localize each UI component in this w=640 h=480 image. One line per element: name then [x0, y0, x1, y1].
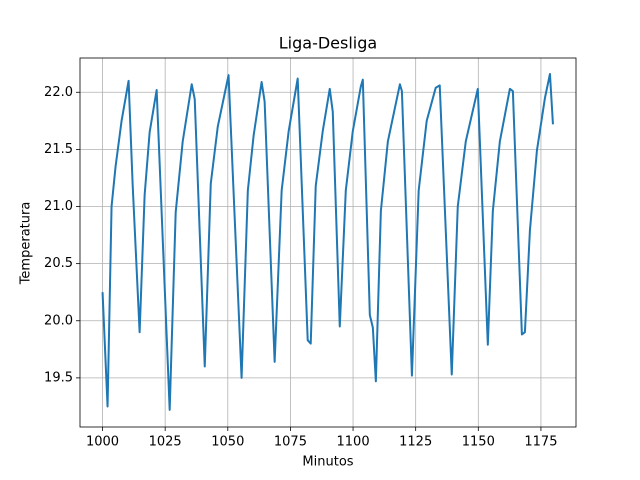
- y-tick-label: 22.0: [44, 85, 73, 100]
- x-tick-label: 1000: [86, 435, 119, 450]
- x-tick-label: 1025: [149, 435, 182, 450]
- x-tick-label: 1075: [274, 435, 307, 450]
- x-tick-label: 1150: [462, 435, 495, 450]
- x-tick-label: 1050: [211, 435, 244, 450]
- y-axis-label: Temperatura: [19, 202, 34, 286]
- plot: [101, 72, 554, 411]
- y-tick-label: 21.0: [44, 199, 73, 214]
- grid: [80, 58, 576, 427]
- axes-frame: [79, 57, 577, 428]
- x-tick-label: 1125: [399, 435, 432, 450]
- x-axis-label: Minutos: [302, 455, 353, 470]
- x-tick-label: 1100: [337, 435, 370, 450]
- chart-title: Liga-Desliga: [279, 34, 377, 53]
- y-tick-label: 20.0: [44, 313, 73, 328]
- y-tick-label: 21.5: [44, 142, 73, 157]
- x-tick-label: 1175: [524, 435, 557, 450]
- data-line: [101, 72, 554, 411]
- y-tick-label: 19.5: [44, 370, 73, 385]
- y-tick-label: 20.5: [44, 256, 73, 271]
